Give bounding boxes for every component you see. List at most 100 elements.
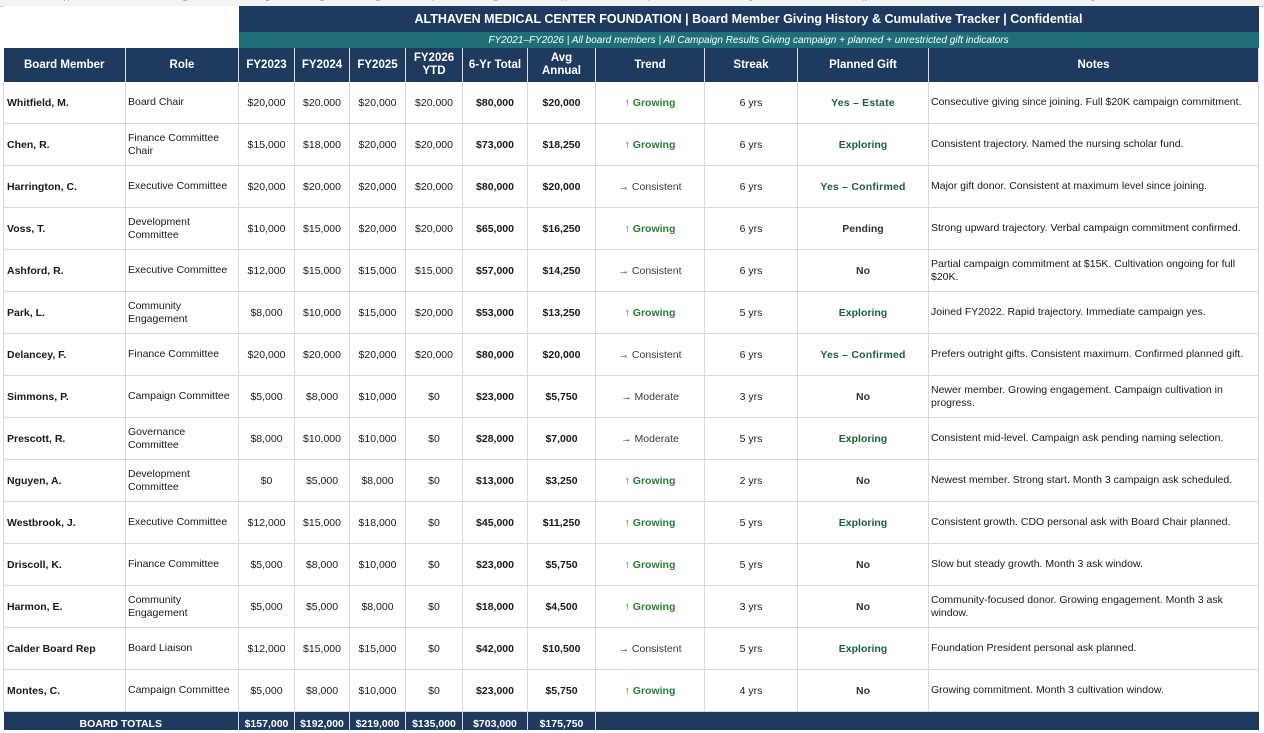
role-cell[interactable]: Finance Committee xyxy=(125,543,239,586)
member-name-cell[interactable]: Harmon, E. xyxy=(3,585,126,628)
header-fy2026-ytd[interactable]: FY2026 YTD xyxy=(405,48,463,82)
fy2024-cell[interactable]: $10,000 xyxy=(294,417,350,460)
member-name-cell[interactable]: Calder Board Rep xyxy=(3,627,126,670)
fy2024-cell[interactable]: $15,000 xyxy=(294,249,350,292)
planned-gift-cell[interactable]: No xyxy=(797,585,929,628)
member-name-cell[interactable]: Delancey, F. xyxy=(3,333,126,376)
streak-cell[interactable]: 3 yrs xyxy=(704,375,798,418)
fy2025-cell[interactable]: $20,000 xyxy=(349,123,406,166)
role-cell[interactable]: Community Engagement xyxy=(125,585,239,628)
planned-gift-cell[interactable]: Exploring xyxy=(797,417,929,460)
streak-cell[interactable]: 2 yrs xyxy=(704,459,798,502)
avg-annual-cell[interactable]: $20,000 xyxy=(527,165,596,208)
fy2026-ytd-cell[interactable]: $0 xyxy=(405,501,463,544)
role-cell[interactable]: Executive Committee xyxy=(125,165,239,208)
fy2024-cell[interactable]: $8,000 xyxy=(294,669,350,712)
column-letter[interactable]: C xyxy=(265,0,270,3)
streak-cell[interactable]: 6 yrs xyxy=(704,82,798,124)
header-avg-annual[interactable]: Avg Annual xyxy=(527,48,596,82)
role-cell[interactable]: Executive Committee xyxy=(125,501,239,544)
column-letter[interactable]: K xyxy=(862,0,867,3)
fy2024-cell[interactable]: $5,000 xyxy=(294,459,350,502)
column-letter[interactable]: A xyxy=(64,0,69,3)
trend-cell[interactable]: → Consistent xyxy=(595,249,705,292)
notes-cell[interactable]: Foundation President personal ask planne… xyxy=(928,627,1259,670)
avg-annual-cell[interactable]: $5,750 xyxy=(527,375,596,418)
notes-cell[interactable]: Community-focused donor. Growing engagem… xyxy=(928,585,1259,628)
fy2025-cell[interactable]: $10,000 xyxy=(349,543,406,586)
planned-gift-cell[interactable]: Exploring xyxy=(797,627,929,670)
fy2023-cell[interactable]: $15,000 xyxy=(238,123,295,166)
notes-cell[interactable]: Growing commitment. Month 3 cultivation … xyxy=(928,669,1259,712)
member-name-cell[interactable]: Ashford, R. xyxy=(3,249,126,292)
fy2024-cell[interactable]: $15,000 xyxy=(294,501,350,544)
six-yr-total-cell[interactable]: $65,000 xyxy=(462,207,528,250)
notes-cell[interactable]: Consistent growth. CDO personal ask with… xyxy=(928,501,1259,544)
member-name-cell[interactable]: Montes, C. xyxy=(3,669,126,712)
fy2025-cell[interactable]: $15,000 xyxy=(349,291,406,334)
header-role[interactable]: Role xyxy=(125,48,239,82)
fy2026-ytd-cell[interactable]: $0 xyxy=(405,459,463,502)
planned-gift-cell[interactable]: No xyxy=(797,375,929,418)
streak-cell[interactable]: 4 yrs xyxy=(704,669,798,712)
fy2023-cell[interactable]: $20,000 xyxy=(238,82,295,124)
notes-cell[interactable]: Newer member. Growing engagement. Campai… xyxy=(928,375,1259,418)
total-6yr[interactable]: $703,000 xyxy=(462,711,528,730)
avg-annual-cell[interactable]: $13,250 xyxy=(527,291,596,334)
fy2024-cell[interactable]: $8,000 xyxy=(294,375,350,418)
fy2023-cell[interactable]: $12,000 xyxy=(238,249,295,292)
notes-cell[interactable]: Newest member. Strong start. Month 3 cam… xyxy=(928,459,1259,502)
trend-cell[interactable]: ↑ Growing xyxy=(595,543,705,586)
avg-annual-cell[interactable]: $10,500 xyxy=(527,627,596,670)
member-name-cell[interactable]: Driscoll, K. xyxy=(3,543,126,586)
fy2023-cell[interactable]: $8,000 xyxy=(238,417,295,460)
column-letter[interactable]: E xyxy=(376,0,381,3)
column-letter[interactable]: G xyxy=(493,0,498,3)
planned-gift-cell[interactable]: No xyxy=(797,459,929,502)
planned-gift-cell[interactable]: No xyxy=(797,543,929,586)
notes-cell[interactable]: Joined FY2022. Rapid trajectory. Immedia… xyxy=(928,291,1259,334)
fy2026-ytd-cell[interactable]: $20,000 xyxy=(405,123,463,166)
fy2026-ytd-cell[interactable]: $0 xyxy=(405,417,463,460)
trend-cell[interactable]: ↑ Growing xyxy=(595,291,705,334)
role-cell[interactable]: Board Chair xyxy=(125,82,239,124)
column-letter[interactable]: D xyxy=(320,0,325,3)
planned-gift-cell[interactable]: Exploring xyxy=(797,501,929,544)
avg-annual-cell[interactable]: $18,250 xyxy=(527,123,596,166)
fy2023-cell[interactable]: $20,000 xyxy=(238,333,295,376)
fy2026-ytd-cell[interactable]: $0 xyxy=(405,669,463,712)
streak-cell[interactable]: 5 yrs xyxy=(704,627,798,670)
role-cell[interactable]: Development Committee xyxy=(125,459,239,502)
total-fy2023[interactable]: $157,000 xyxy=(238,711,295,730)
avg-annual-cell[interactable]: $5,750 xyxy=(527,669,596,712)
fy2026-ytd-cell[interactable]: $0 xyxy=(405,585,463,628)
avg-annual-cell[interactable]: $20,000 xyxy=(527,82,596,124)
trend-cell[interactable]: ↑ Growing xyxy=(595,501,705,544)
avg-annual-cell[interactable]: $4,500 xyxy=(527,585,596,628)
fy2025-cell[interactable]: $15,000 xyxy=(349,249,406,292)
role-cell[interactable]: Development Committee xyxy=(125,207,239,250)
header-6yr-total[interactable]: 6-Yr Total xyxy=(462,48,528,82)
fy2024-cell[interactable]: $20,000 xyxy=(294,82,350,124)
column-letter[interactable]: F xyxy=(432,0,436,3)
six-yr-total-cell[interactable]: $23,000 xyxy=(462,669,528,712)
fy2024-cell[interactable]: $5,000 xyxy=(294,585,350,628)
fy2026-ytd-cell[interactable]: $20,000 xyxy=(405,333,463,376)
six-yr-total-cell[interactable]: $57,000 xyxy=(462,249,528,292)
fy2023-cell[interactable]: $12,000 xyxy=(238,627,295,670)
six-yr-total-cell[interactable]: $45,000 xyxy=(462,501,528,544)
fy2025-cell[interactable]: $15,000 xyxy=(349,627,406,670)
fy2026-ytd-cell[interactable]: $0 xyxy=(405,543,463,586)
streak-cell[interactable]: 5 yrs xyxy=(704,501,798,544)
streak-cell[interactable]: 6 yrs xyxy=(704,207,798,250)
trend-cell[interactable]: ↑ Growing xyxy=(595,585,705,628)
fy2025-cell[interactable]: $10,000 xyxy=(349,375,406,418)
streak-cell[interactable]: 6 yrs xyxy=(704,333,798,376)
role-cell[interactable]: Board Liaison xyxy=(125,627,239,670)
trend-cell[interactable]: → Consistent xyxy=(595,165,705,208)
fy2024-cell[interactable]: $18,000 xyxy=(294,123,350,166)
role-cell[interactable]: Finance Committee xyxy=(125,333,239,376)
column-letter[interactable]: I xyxy=(648,0,650,3)
planned-gift-cell[interactable]: Yes – Confirmed xyxy=(797,165,929,208)
member-name-cell[interactable]: Simmons, P. xyxy=(3,375,126,418)
